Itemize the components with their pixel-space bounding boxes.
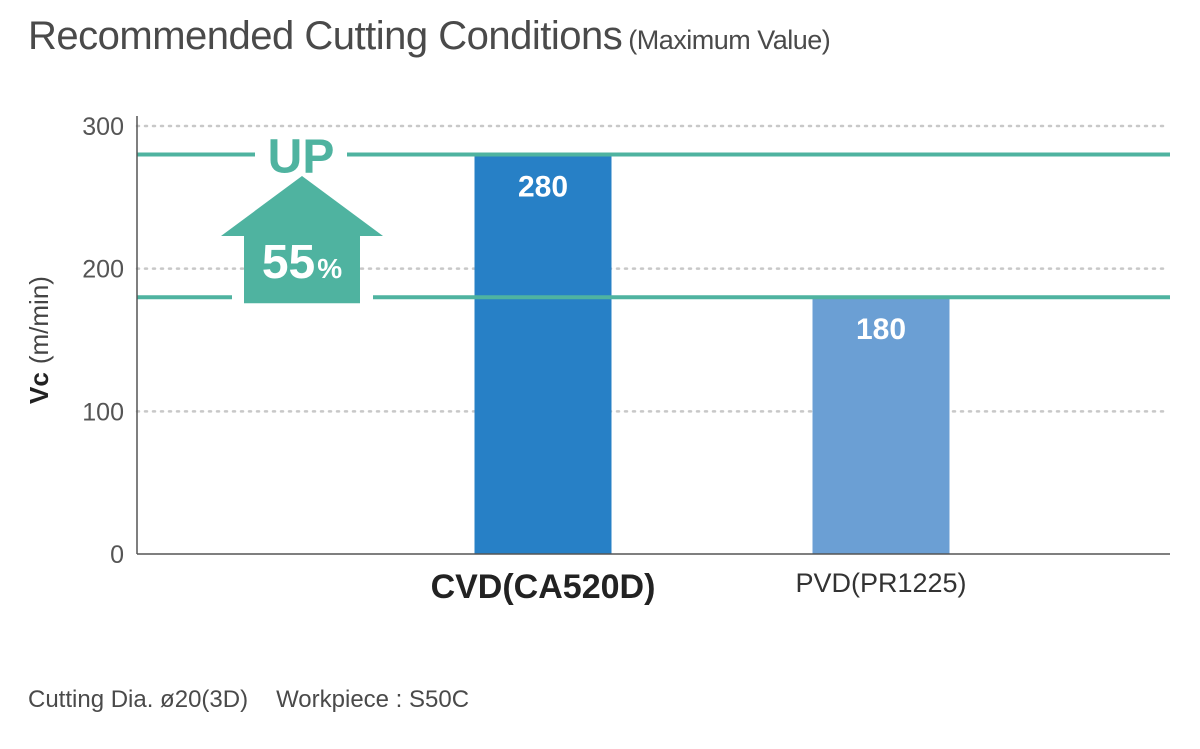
y-tick-label: 100	[82, 398, 124, 426]
percent-label: 55%	[262, 236, 342, 289]
title-main: Recommended Cutting Conditions	[28, 14, 623, 58]
up-label: UP	[268, 131, 335, 184]
bar	[812, 297, 950, 554]
footer-workpiece: Workpiece : S50C	[276, 686, 470, 713]
y-axis-title-unit: (m/min)	[24, 276, 54, 364]
up-annotation: UP 55%	[221, 131, 383, 304]
title-subtitle: (Maximum Value)	[628, 25, 831, 55]
y-axis-title: Vc (m/min)	[24, 276, 54, 404]
bar-value-label: 180	[856, 313, 906, 346]
bars: 280 180	[474, 154, 950, 555]
y-axis-title-main: Vc	[24, 372, 54, 404]
footer-cutting-dia: Cutting Dia. ø20(3D)	[28, 686, 249, 713]
bar	[474, 154, 612, 555]
bar-value-label: 280	[518, 171, 568, 204]
y-tick-label: 300	[82, 113, 124, 141]
axes: 0 100 200 300 CVD(CA520D) PVD(PR1225)	[82, 113, 1170, 606]
reference-lines	[137, 152, 1170, 300]
y-tick-label: 0	[110, 541, 124, 569]
x-category-label: CVD(CA520D)	[431, 568, 656, 606]
gridlines	[135, 124, 1168, 413]
percent-value: 55	[262, 236, 315, 289]
percent-sign: %	[317, 253, 342, 284]
footer-conditions: Cutting Dia. ø20(3D) Workpiece : S50C	[28, 686, 469, 714]
x-category-label: PVD(PR1225)	[795, 568, 966, 598]
up-arrow-icon	[221, 176, 383, 304]
chart-title: Recommended Cutting Conditions (Maximum V…	[28, 14, 831, 59]
y-tick-label: 200	[82, 256, 124, 284]
